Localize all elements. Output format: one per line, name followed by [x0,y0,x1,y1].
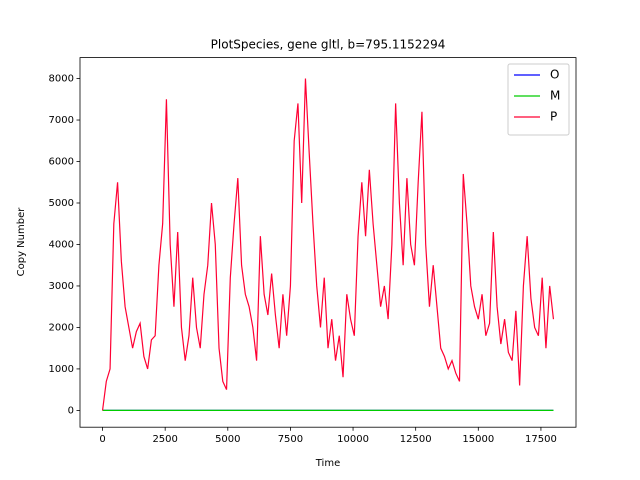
x-tick-label: 2500 [152,434,177,445]
legend-label: O [550,68,559,82]
y-tick-label: 8000 [49,74,74,85]
y-axis-label: Copy Number [16,207,27,277]
y-tick-label: 5000 [49,198,74,209]
legend-label: P [550,110,557,124]
y-tick-label: 3000 [49,281,74,292]
x-tick-label: 10000 [337,434,369,445]
plot-frame [79,57,577,428]
legend-label: M [550,89,560,103]
x-tick-label: 0 [99,434,105,445]
y-tick-label: 7000 [49,115,74,126]
y-tick-label: 4000 [49,239,74,250]
x-tick-label: 15000 [462,434,494,445]
x-tick-label: 12500 [400,434,432,445]
series-line [101,78,555,411]
y-tick-label: 2000 [49,322,74,333]
y-tick-label: 0 [68,405,74,416]
x-tick-label: 5000 [215,434,240,445]
chart-title: PlotSpecies, gene gltl, b=795.1152294 [211,38,446,52]
y-tick-label: 6000 [49,157,74,168]
x-tick-label: 7500 [278,434,303,445]
x-tick-label: 17500 [525,434,557,445]
x-axis-label: Time [315,458,340,469]
y-tick-label: 1000 [49,364,74,375]
